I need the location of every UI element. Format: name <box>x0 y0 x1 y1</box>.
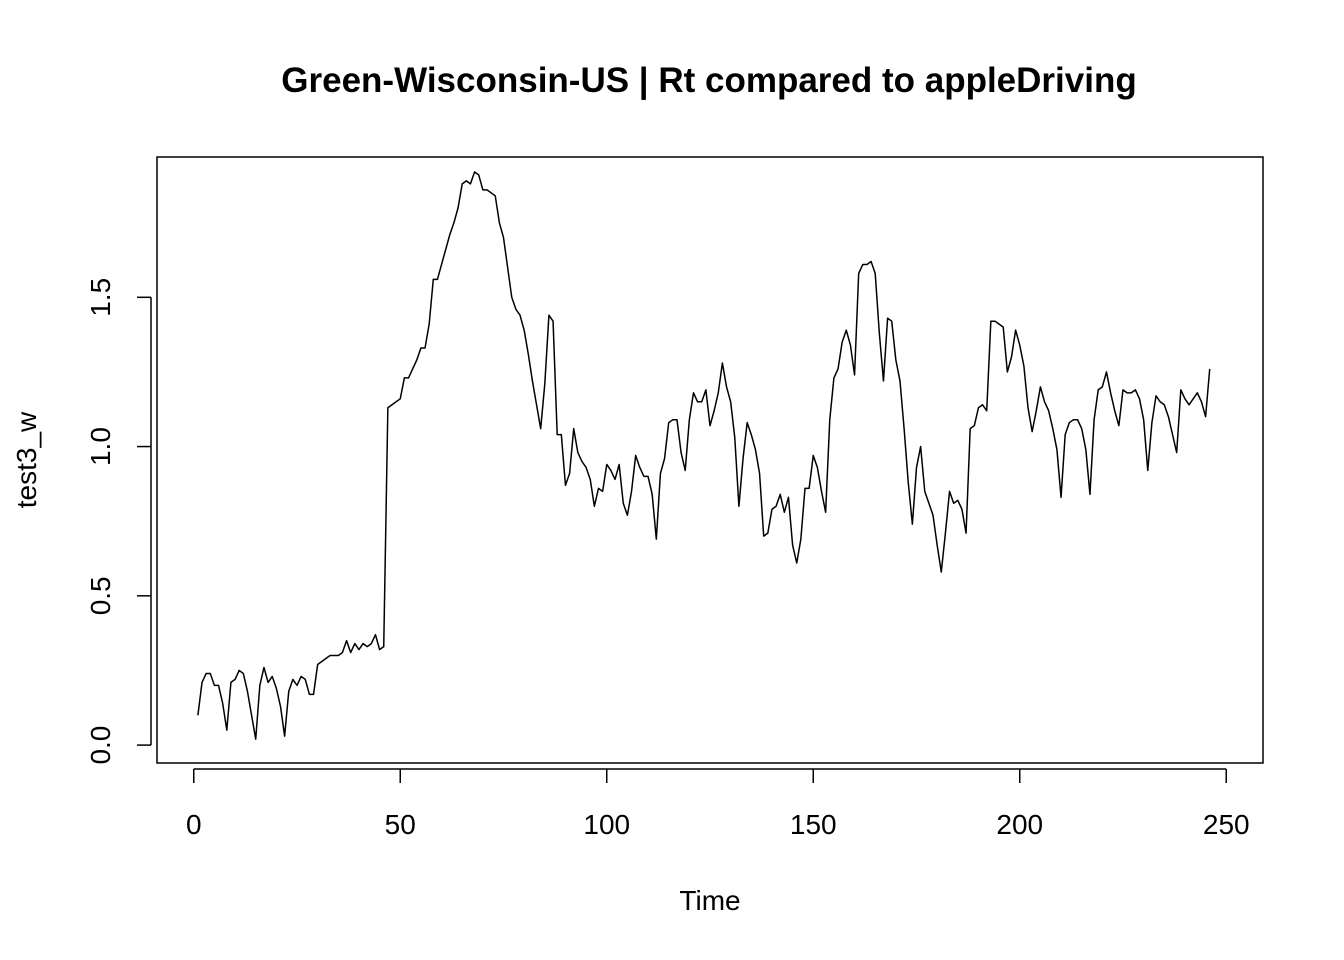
y-axis-label: test3_w <box>11 411 42 508</box>
x-tick-label: 200 <box>996 809 1043 840</box>
y-tick-label: 1.5 <box>85 278 116 317</box>
series-line <box>197 171 1211 740</box>
x-tick-label: 150 <box>790 809 837 840</box>
plot-frame <box>156 156 1264 764</box>
x-tick-label: 0 <box>186 809 202 840</box>
y-tick-label: 1.0 <box>85 427 116 466</box>
x-axis: 0 50 100 150 200 250 <box>186 768 1250 840</box>
y-tick-label: 0.0 <box>85 726 116 765</box>
x-axis-label: Time <box>679 885 740 916</box>
y-tick-label: 0.5 <box>85 576 116 615</box>
x-tick-label: 100 <box>583 809 630 840</box>
y-axis: 0.0 0.5 1.0 1.5 <box>85 278 152 765</box>
x-tick-label: 50 <box>385 809 416 840</box>
x-tick-label: 250 <box>1203 809 1250 840</box>
chart-title: Green-Wisconsin-US | Rt compared to appl… <box>281 61 1136 100</box>
